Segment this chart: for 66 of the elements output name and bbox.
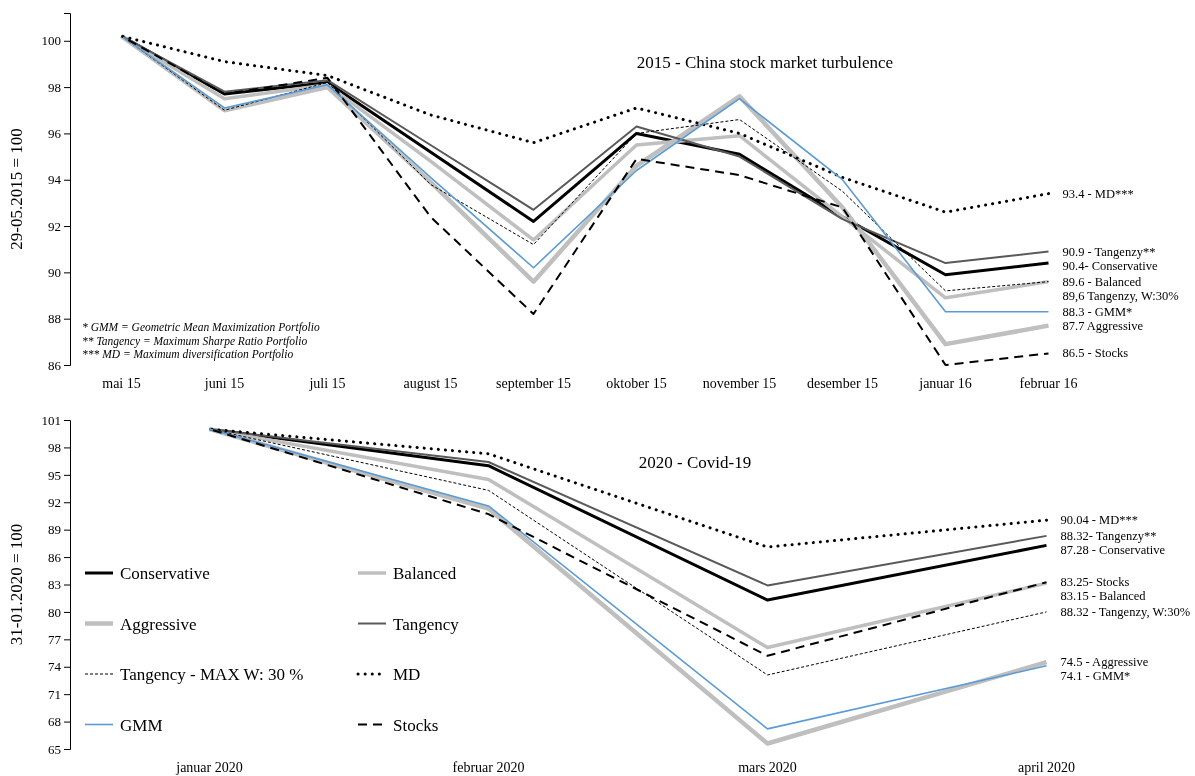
- x-tick-label: januar 2020: [175, 760, 243, 775]
- annotation: 83.25- Stocks: [1060, 575, 1130, 590]
- legend-label: Stocks: [393, 715, 439, 735]
- x-tick-label: februar 2020: [452, 760, 525, 775]
- legend-label: Balanced: [393, 564, 457, 583]
- x-tick-label: august 15: [403, 376, 458, 391]
- y-tick-label: 71: [48, 686, 61, 702]
- legend-label: Tangency: [393, 614, 460, 634]
- y-tick-label: 90: [48, 265, 61, 281]
- annotation: 88.32- Tangenzy**: [1060, 528, 1157, 543]
- annotation: 83.15 - Balanced: [1060, 589, 1147, 604]
- y-tick-label: 88: [48, 311, 61, 327]
- y-tick-label: 86: [48, 357, 62, 373]
- annotation: 88.3 - GMM*: [1062, 304, 1133, 319]
- annotation: 90.4- Conservative: [1062, 258, 1159, 273]
- annotation: 93.4 - MD***: [1062, 186, 1134, 201]
- y-tick-label: 98: [48, 79, 61, 95]
- y-tick-label: 92: [48, 218, 61, 234]
- annotation: 86.5 - Stocks: [1062, 346, 1129, 361]
- y-tick-label: 68: [48, 714, 61, 730]
- legend-label: MD: [393, 665, 421, 684]
- y-tick-label: 95: [48, 467, 61, 483]
- x-tick-label: mars 2020: [738, 760, 797, 775]
- x-tick-label: januar 16: [918, 376, 972, 391]
- text: 2020 - Covid-19: [638, 453, 752, 472]
- y-tick-label: 74: [48, 659, 62, 675]
- y-tick-label: 96: [48, 126, 62, 142]
- x-tick-label: desember 15: [806, 376, 879, 391]
- annotation: 90.04 - MD***: [1060, 513, 1138, 528]
- y-tick-label: 101: [41, 412, 61, 428]
- y-tick-label: 94: [48, 172, 62, 188]
- y-tick-label: 77: [48, 631, 62, 647]
- annotation: *** MD = Maximum diversification Portfolio: [82, 348, 294, 361]
- legend-label: Tangency - MAX W: 30 %: [120, 665, 304, 684]
- text: 2015 - China stock market turbulence: [636, 53, 894, 72]
- y-axis-title: 29-05.2015 = 100: [7, 128, 26, 250]
- x-tick-label: september 15: [495, 376, 572, 391]
- legend-label: GMM: [120, 715, 163, 735]
- y-tick-label: 89: [48, 522, 61, 538]
- annotation: ** Tangency = Maximum Sharpe Ratio Portfolio: [82, 334, 308, 348]
- annotation: 89.6 - Balanced: [1062, 274, 1143, 289]
- annotation: 74.1 - GMM*: [1060, 669, 1131, 684]
- annotation: 89,6 Tangenzy, W:30%: [1062, 288, 1179, 303]
- y-tick-label: 80: [48, 604, 61, 620]
- x-tick-label: april 2020: [1017, 760, 1076, 775]
- annotation: 88.32 - Tangenzy, W:30%: [1060, 604, 1191, 619]
- y-tick-label: 65: [48, 741, 61, 757]
- legend-label: Aggressive: [120, 614, 197, 634]
- annotation: 90.9 - Tangenzy**: [1062, 244, 1156, 259]
- y-tick-label: 98: [48, 440, 61, 456]
- legend-label: Conservative: [120, 564, 210, 583]
- y-tick-label: 92: [48, 494, 61, 510]
- annotation: 87.28 - Conservative: [1060, 542, 1166, 557]
- y-tick-label: 83: [48, 577, 61, 593]
- y-tick-label: 86: [48, 549, 62, 565]
- y-axis-title: 31-01.2020 = 100: [7, 523, 26, 646]
- y-tick-label: 100: [41, 33, 61, 49]
- x-tick-label: november 15: [702, 376, 777, 391]
- x-tick-label: juni 15: [203, 376, 245, 391]
- x-tick-label: mai 15: [102, 376, 141, 391]
- annotation: 74.5 - Aggressive: [1060, 655, 1149, 670]
- x-tick-label: februar 16: [1019, 376, 1078, 391]
- x-tick-label: oktober 15: [606, 376, 667, 391]
- x-tick-label: juli 15: [308, 376, 346, 391]
- annotation: * GMM = Geometric Mean Maximization Portfolio: [82, 321, 320, 334]
- annotation: 87.7 Aggressive: [1062, 318, 1144, 333]
